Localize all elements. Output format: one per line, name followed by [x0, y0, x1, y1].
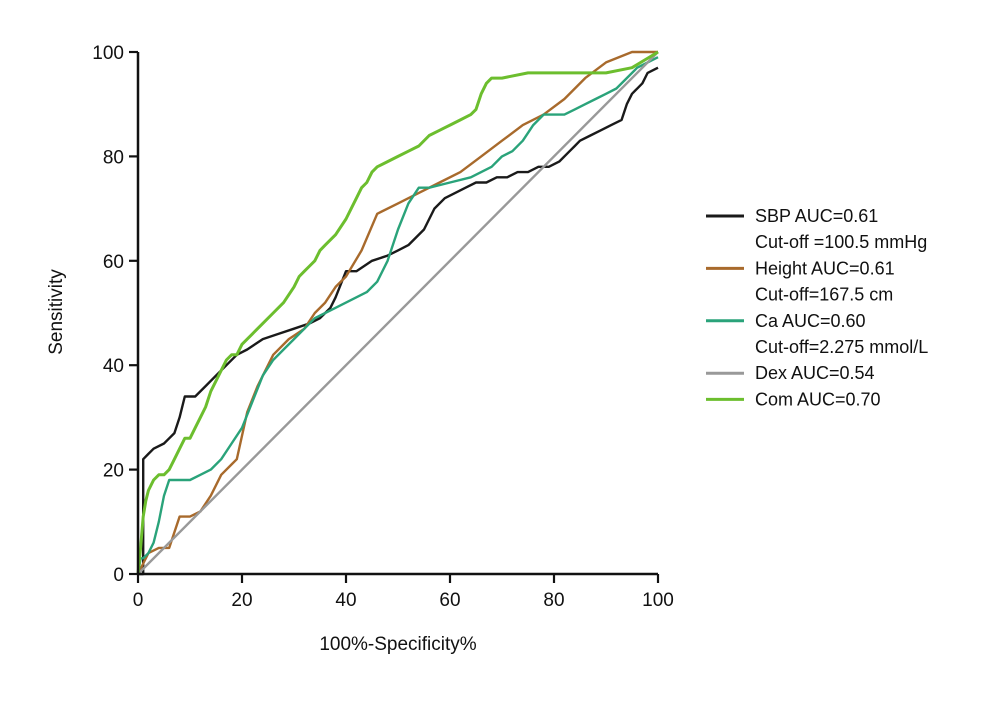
series-line-4 [136, 50, 659, 575]
y-tick-label: 100 [92, 43, 124, 64]
legend-cutoff-0: Cut-off =100.5 mmHg [755, 232, 927, 252]
y-tick-label: 40 [103, 356, 124, 377]
legend-cutoff-2: Cut-off=2.275 mmol/L [755, 337, 928, 357]
x-tick-label: 0 [133, 590, 144, 611]
x-axis-title: 100%-Specificity% [319, 634, 476, 655]
x-tick-label: 80 [543, 590, 564, 611]
y-axis-title: Sensitivity [46, 269, 67, 355]
x-tick-label: 20 [231, 590, 252, 611]
legend: SBP AUC=0.61 Cut-off =100.5 mmHg Height AU… [706, 206, 928, 409]
y-tick-label: 60 [103, 252, 124, 273]
x-tick-label: 60 [439, 590, 460, 611]
legend-label-0: SBP AUC=0.61 [755, 206, 878, 226]
y-tick-label: 80 [103, 147, 124, 168]
series-line-0 [138, 66, 659, 576]
series-line-3 [137, 51, 659, 575]
legend-label-2: Ca AUC=0.60 [755, 311, 866, 331]
y-tick-label: 20 [103, 461, 124, 482]
series-line-2 [136, 56, 659, 575]
series-line-1 [136, 50, 658, 575]
plot-axes: 00 20 20 40 40 60 60 80 80 100 100 [92, 43, 674, 611]
legend-cutoff-1: Cut-off=167.5 cm [755, 285, 893, 305]
legend-label-1: Height AUC=0.61 [755, 258, 895, 278]
x-tick-label: 40 [335, 590, 356, 611]
legend-label-4: Com AUC=0.70 [755, 389, 881, 409]
y-tick-label: 0 [113, 565, 124, 586]
x-tick-label: 100 [642, 590, 674, 611]
plot-marks [136, 50, 659, 576]
legend-label-3: Dex AUC=0.54 [755, 363, 875, 383]
